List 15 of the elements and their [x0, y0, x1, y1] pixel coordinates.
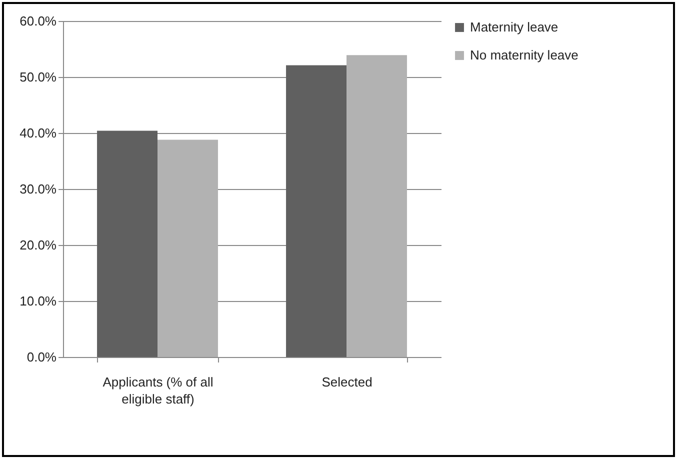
y-tick-label: 50.0% [20, 70, 57, 84]
legend-label: No maternity leave [470, 48, 578, 62]
x-tick-label: Applicants (% of all eligible staff) [102, 374, 214, 406]
y-tick-label: 10.0% [20, 294, 57, 308]
y-tick-label: 60.0% [20, 14, 57, 28]
x-tick-label: Selected [322, 374, 372, 390]
bar [97, 130, 158, 357]
y-tick-label: 20.0% [20, 238, 57, 252]
legend-label: Maternity leave [470, 20, 558, 34]
y-tick-label: 30.0% [20, 182, 57, 196]
bar [286, 65, 346, 357]
y-tick-label: 0.0% [26, 350, 57, 364]
bar [158, 140, 218, 357]
y-tick-label: 40.0% [20, 126, 57, 140]
bar [346, 55, 407, 357]
